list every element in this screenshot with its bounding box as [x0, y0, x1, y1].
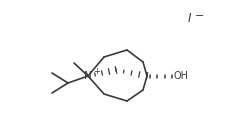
Text: +: + — [93, 67, 100, 75]
Text: −: − — [195, 11, 204, 21]
Text: I: I — [188, 11, 192, 24]
Text: OH: OH — [173, 71, 188, 81]
Text: N: N — [84, 71, 92, 81]
